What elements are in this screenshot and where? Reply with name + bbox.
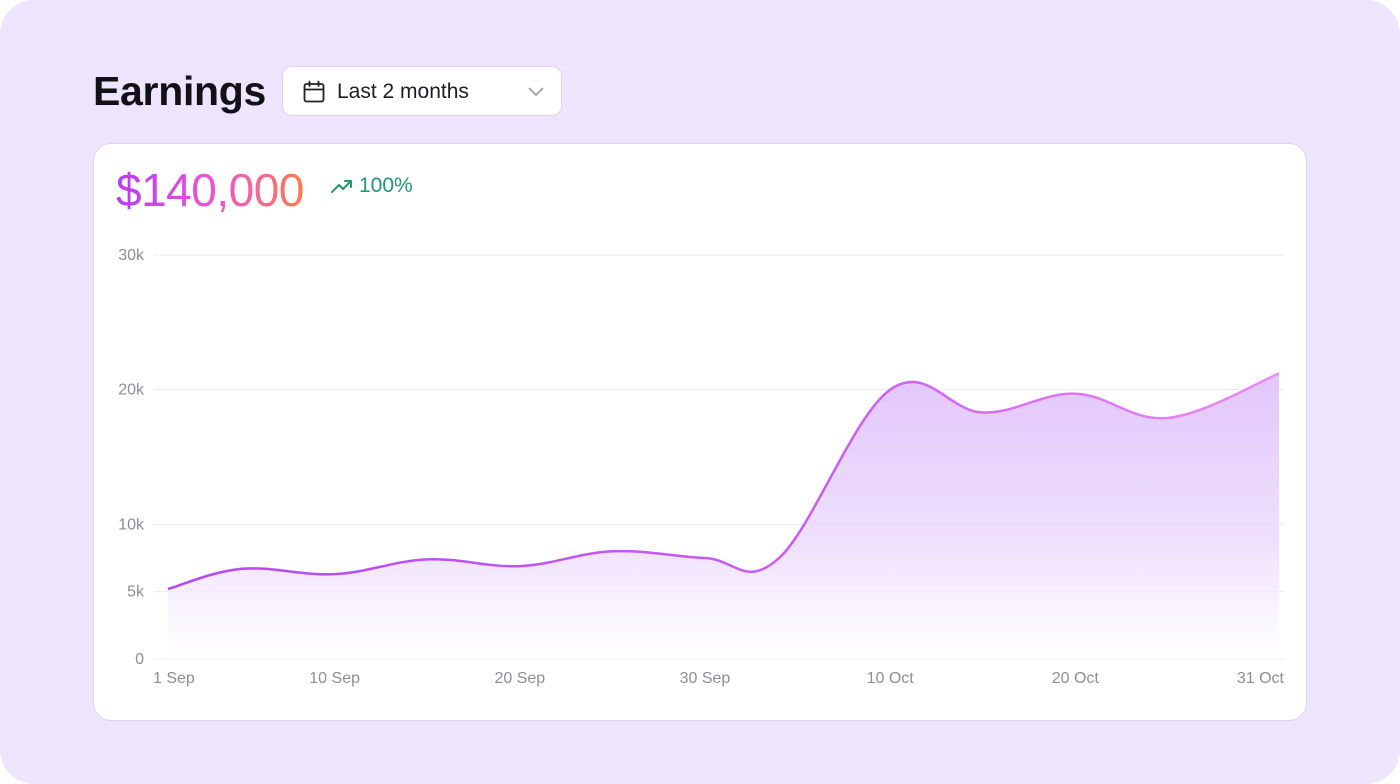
x-tick-label: 20 Oct xyxy=(1052,670,1100,687)
change-value: 100% xyxy=(359,174,413,197)
x-tick-label: 31 Oct xyxy=(1237,670,1285,687)
calendar-icon xyxy=(303,80,325,103)
x-tick-label: 20 Sep xyxy=(494,670,545,687)
x-tick-label: 1 Sep xyxy=(153,670,195,687)
y-tick-label: 0 xyxy=(135,651,144,668)
x-tick-label: 30 Sep xyxy=(680,670,731,687)
page-title: Earnings xyxy=(93,68,267,114)
earnings-series-line xyxy=(167,372,1280,591)
y-tick-label: 20k xyxy=(118,382,145,399)
y-tick-label: 5k xyxy=(127,584,145,601)
date-range-dropdown[interactable]: Last 2 months xyxy=(282,66,562,116)
x-tick-label: 10 Oct xyxy=(867,670,915,687)
y-tick-label: 10k xyxy=(118,516,145,533)
change-indicator: 100% xyxy=(330,174,413,198)
total-earnings: $140,000 xyxy=(116,164,304,216)
chevron-down-icon xyxy=(528,87,544,97)
y-tick-label: 30k xyxy=(118,247,145,264)
trending-up-icon xyxy=(331,180,352,193)
x-tick-label: 10 Sep xyxy=(309,670,360,687)
date-range-label: Last 2 months xyxy=(337,80,469,103)
earnings-area-fill xyxy=(168,373,1279,659)
